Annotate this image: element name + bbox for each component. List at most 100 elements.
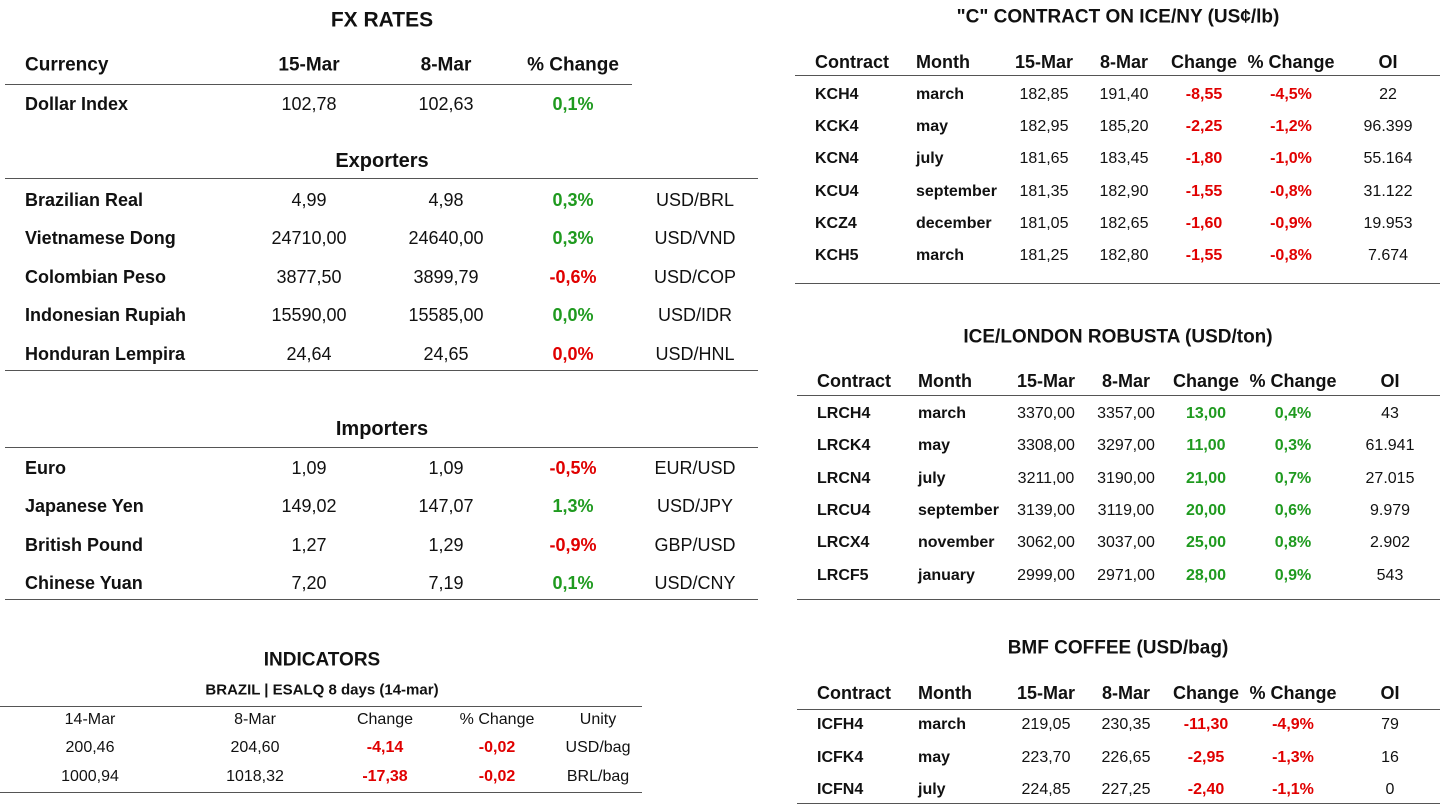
cell: -4,14 [366, 739, 404, 756]
cell: 24,65 [423, 343, 469, 364]
cell: november [918, 534, 995, 552]
column-header: % Change [1247, 52, 1335, 72]
cell: 181,65 [1019, 150, 1069, 168]
cell: Brazilian Real [25, 190, 144, 210]
section-title: "C" CONTRACT ON ICE/NY (US¢/lb) [956, 6, 1280, 28]
column-header: 15-Mar [278, 54, 340, 76]
section-title: INDICATORS [263, 649, 381, 671]
cell: 2971,00 [1097, 566, 1155, 584]
rule [5, 370, 758, 371]
group-title: Importers [335, 418, 429, 440]
cell: 3062,00 [1017, 534, 1075, 552]
cell: 22 [1379, 86, 1397, 103]
cell: -1,1% [1272, 781, 1314, 798]
cell: -11,30 [1183, 716, 1229, 733]
cell: LRCX4 [817, 534, 870, 552]
cell: 24710,00 [271, 228, 347, 249]
cell: USD/CNY [654, 573, 736, 594]
cell: 1,27 [291, 534, 327, 555]
cell: -0,02 [478, 768, 516, 785]
subtitle: BRAZIL | ESALQ 8 days (14-mar) [205, 681, 439, 699]
cell: -1,55 [1185, 182, 1223, 200]
column-header: % Change [527, 54, 619, 76]
cell: -1,0% [1270, 150, 1312, 168]
cell: -0,8% [1270, 247, 1312, 264]
cell: 1,09 [291, 458, 327, 478]
cell: -4,5% [1270, 86, 1312, 103]
cell: 0,0% [552, 305, 594, 326]
cell: 219,05 [1021, 716, 1071, 733]
column-header: % Change [459, 711, 535, 728]
cell: KCZ4 [815, 214, 857, 232]
cell: 182,95 [1019, 118, 1069, 136]
cell: 182,80 [1099, 247, 1149, 264]
column-header: Unity [579, 711, 617, 728]
column-header: OI [1380, 371, 1400, 391]
rule [0, 792, 642, 793]
cell: USD/BRL [655, 190, 735, 210]
cell: Dollar Index [25, 94, 129, 114]
cell: KCU4 [815, 182, 859, 200]
cell: 182,90 [1099, 182, 1149, 200]
cell: 3211,00 [1017, 469, 1075, 487]
cell: 0,9% [1274, 566, 1312, 584]
cell: 2999,00 [1017, 566, 1075, 584]
cell: 9.979 [1369, 501, 1411, 519]
cell: 181,25 [1019, 247, 1069, 264]
cell: 1,3% [552, 496, 594, 517]
cell: 28,00 [1185, 566, 1227, 584]
cell: 0,1% [552, 94, 594, 114]
cell: USD/IDR [657, 305, 733, 326]
cell: 0,3% [552, 228, 594, 249]
cell: may [918, 437, 951, 455]
cell: july [916, 150, 944, 168]
cell: 3037,00 [1097, 534, 1155, 552]
cell: 147,07 [418, 496, 474, 517]
column-header: % Change [1249, 371, 1337, 391]
cell: 191,40 [1099, 86, 1149, 103]
cell: 182,85 [1019, 86, 1069, 103]
cell: 3357,00 [1097, 405, 1155, 422]
rule [0, 706, 642, 707]
section-title: ICE/LONDON ROBUSTA (USD/ton) [963, 326, 1273, 348]
cell: 149,02 [281, 496, 337, 517]
cell: 0 [1385, 781, 1395, 798]
column-header: Month [916, 52, 970, 72]
cell: 0,0% [552, 343, 594, 364]
cell: ICFH4 [817, 716, 864, 733]
rule [795, 75, 1440, 76]
column-header: 8-Mar [1101, 683, 1151, 703]
column-header: Change [1172, 683, 1240, 703]
cell: Colombian Peso [25, 266, 167, 287]
column-header: 8-Mar [1099, 52, 1149, 72]
column-header: Currency [25, 54, 109, 76]
cell: -0,02 [478, 739, 516, 756]
column-header: Change [1170, 52, 1238, 72]
cell: 224,85 [1021, 781, 1071, 798]
cell: -8,55 [1185, 86, 1223, 103]
cell: 543 [1376, 566, 1404, 584]
cell: -4,9% [1272, 716, 1314, 733]
cell: -17,38 [362, 768, 408, 785]
cell: 3877,50 [276, 266, 342, 287]
cell: 185,20 [1099, 118, 1149, 136]
cell: 96.399 [1363, 118, 1413, 136]
cell: Honduran Lempira [25, 343, 186, 364]
cell: -1,60 [1185, 214, 1223, 232]
cell: 16 [1381, 748, 1399, 766]
cell: 3297,00 [1097, 437, 1155, 455]
column-header: 14-Mar [64, 711, 116, 728]
cell: march [918, 405, 967, 422]
cell: 24640,00 [408, 228, 484, 249]
cell: -2,95 [1187, 748, 1225, 766]
cell: 27.015 [1365, 469, 1415, 487]
cell: BRL/bag [566, 768, 630, 785]
cell: Euro [25, 458, 67, 478]
cell: LRCF5 [817, 566, 869, 584]
cell: 0,1% [552, 573, 594, 594]
column-header: Change [1172, 371, 1240, 391]
cell: march [918, 716, 967, 733]
cell: 43 [1381, 405, 1399, 422]
cell: 227,25 [1101, 781, 1151, 798]
